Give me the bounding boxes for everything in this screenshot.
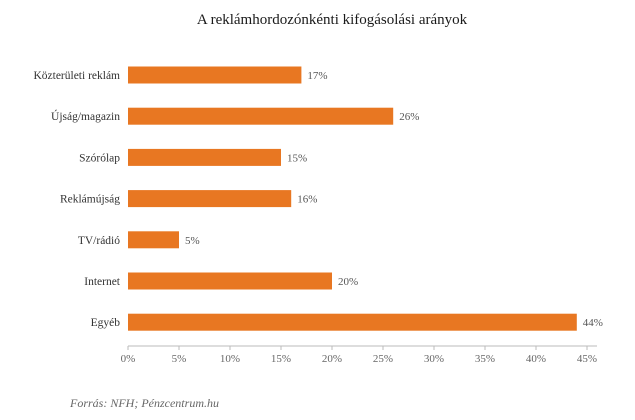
x-tick-label: 15% (271, 353, 291, 365)
data-label: 17% (307, 70, 327, 82)
bar (128, 107, 394, 125)
x-tick-label: 5% (172, 353, 187, 365)
chart-title: A reklámhordozónkénti kifogásolási arány… (197, 12, 468, 28)
category-label: TV/rádió (78, 235, 120, 247)
x-tick-label: 30% (424, 353, 444, 365)
bar (128, 190, 292, 208)
data-label: 20% (338, 276, 358, 288)
x-tick-label: 10% (220, 353, 240, 365)
x-tick-label: 35% (475, 353, 495, 365)
data-label: 15% (287, 152, 307, 164)
category-label: Újság/magazin (51, 109, 120, 123)
bar (128, 313, 577, 331)
x-tick-label: 45% (577, 353, 597, 365)
category-label: Egyéb (91, 317, 121, 329)
x-tick-label: 25% (373, 353, 393, 365)
x-tick-label: 20% (322, 353, 342, 365)
data-label: 16% (297, 194, 317, 206)
category-label: Közterületi reklám (33, 70, 120, 82)
bar (128, 272, 332, 290)
category-label: Internet (84, 276, 121, 288)
data-label: 44% (583, 317, 603, 329)
data-label: 26% (399, 111, 419, 123)
source-note: Forrás: NFH; Pénzcentrum.hu (70, 396, 219, 410)
x-tick-label: 40% (526, 353, 546, 365)
category-label: Szórólap (79, 152, 120, 164)
bar (128, 148, 281, 166)
data-label: 5% (185, 235, 200, 247)
category-label: Reklámújság (60, 194, 120, 206)
bar (128, 66, 302, 84)
x-tick-label: 0% (121, 353, 136, 365)
bar (128, 231, 179, 249)
